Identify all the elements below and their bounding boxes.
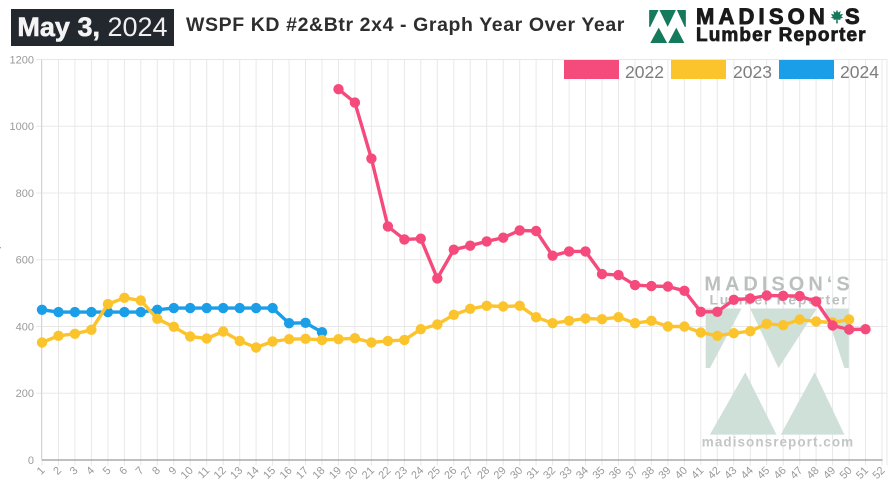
svg-text:20: 20 [343,465,360,482]
svg-text:47: 47 [788,465,805,482]
svg-text:1: 1 [35,465,48,478]
svg-text:16: 16 [278,465,295,482]
svg-text:42: 42 [706,465,723,482]
svg-text:24: 24 [409,465,426,482]
svg-text:17: 17 [294,465,311,482]
svg-text:31: 31 [525,465,542,482]
svg-text:33: 33 [558,465,575,482]
svg-text:30: 30 [508,465,525,482]
svg-text:18: 18 [310,465,327,482]
svg-text:48: 48 [805,465,822,482]
svg-text:9: 9 [167,465,180,478]
svg-text:35: 35 [590,465,607,482]
svg-text:14: 14 [245,465,262,482]
svg-text:madisonsreport.com: madisonsreport.com [702,435,854,450]
svg-text:34: 34 [574,465,591,482]
svg-text:4: 4 [84,465,97,478]
svg-text:29: 29 [492,465,509,482]
svg-text:8: 8 [150,465,163,478]
svg-text:600: 600 [16,255,34,267]
svg-text:21: 21 [360,465,377,482]
svg-text:800: 800 [16,188,34,200]
svg-text:400: 400 [16,321,34,333]
svg-text:3: 3 [68,465,81,478]
svg-text:39: 39 [656,465,673,482]
svg-text:46: 46 [772,465,789,482]
svg-text:37: 37 [623,465,640,482]
svg-text:15: 15 [261,465,278,482]
svg-text:13: 13 [228,465,245,482]
svg-text:49: 49 [821,465,838,482]
svg-text:52: 52 [870,465,887,482]
svg-text:25: 25 [426,465,443,482]
svg-text:27: 27 [459,465,476,482]
svg-text:26: 26 [442,465,459,482]
svg-text:51: 51 [854,465,871,482]
svg-text:1200: 1200 [10,54,34,66]
svg-text:5: 5 [101,465,114,478]
svg-text:28: 28 [475,465,492,482]
svg-text:41: 41 [689,465,706,482]
svg-text:50: 50 [838,465,855,482]
svg-text:12: 12 [212,465,229,482]
svg-text:23: 23 [393,465,410,482]
svg-text:22: 22 [376,465,393,482]
svg-text:MADISON‘S: MADISON‘S [704,274,853,296]
svg-text:11: 11 [196,465,213,482]
svg-text:40: 40 [673,465,690,482]
svg-text:10: 10 [179,465,196,482]
svg-text:45: 45 [755,465,772,482]
svg-text:US$ per mfbm: US$ per mfbm [0,198,2,275]
svg-text:36: 36 [607,465,624,482]
svg-text:7: 7 [134,465,147,478]
svg-text:32: 32 [541,465,558,482]
svg-text:2: 2 [51,465,64,478]
svg-text:6: 6 [117,465,130,478]
svg-text:43: 43 [722,465,739,482]
svg-text:19: 19 [327,465,344,482]
svg-text:44: 44 [739,465,756,482]
svg-text:38: 38 [640,465,657,482]
svg-text:1000: 1000 [10,121,34,133]
svg-text:200: 200 [16,388,34,400]
svg-text:0: 0 [28,455,34,467]
